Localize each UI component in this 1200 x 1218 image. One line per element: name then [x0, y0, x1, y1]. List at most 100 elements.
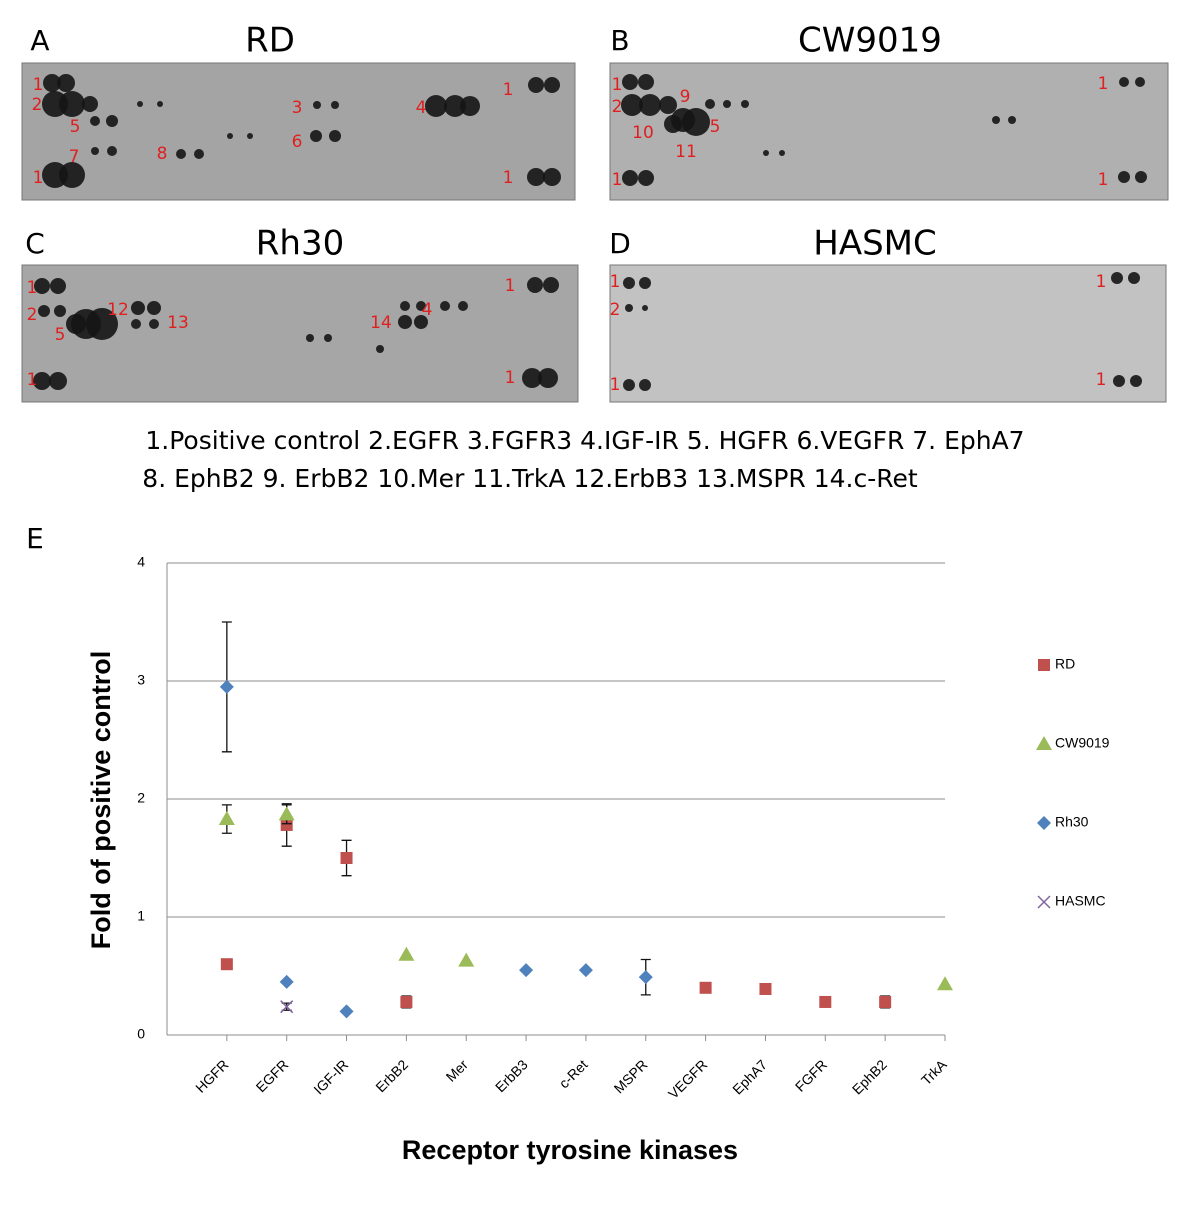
blot-spot	[763, 150, 769, 156]
blot-spot	[313, 101, 321, 109]
spot-label: 4	[422, 300, 433, 320]
panel-title: HASMC	[813, 224, 936, 264]
blot-image	[21, 62, 576, 201]
spot-label: 2	[27, 305, 38, 325]
marker	[340, 852, 353, 864]
blot-spot	[528, 77, 544, 93]
legend-marker	[1037, 895, 1051, 909]
x-tick-label: c-Ret	[556, 1056, 591, 1091]
x-tick-label: ErbB3	[492, 1056, 531, 1095]
blot-spot	[425, 95, 447, 117]
marker	[879, 995, 892, 1008]
blot-spot	[1135, 171, 1147, 183]
blot-spot	[416, 301, 426, 311]
spot-label: 4	[416, 98, 427, 118]
spot-label: 5	[70, 117, 81, 137]
blot-spot	[66, 314, 86, 334]
blot-spot	[59, 91, 85, 117]
blot-spot	[106, 115, 118, 127]
spot-label: 8	[157, 144, 168, 164]
y-tick-label: 0	[137, 1026, 145, 1042]
spot-label: 2	[610, 300, 621, 320]
spot-label: 2	[32, 95, 43, 115]
blot-spot	[458, 301, 468, 311]
panel-letter: C	[25, 227, 45, 260]
blot-spot	[527, 277, 543, 293]
panel-title: RD	[245, 21, 295, 61]
blot-spot	[131, 319, 141, 329]
blot-image	[609, 264, 1167, 403]
blot-spot	[1111, 272, 1123, 284]
marker	[699, 981, 712, 994]
blot-spot	[723, 100, 731, 108]
blot-spot	[1130, 375, 1142, 387]
spot-label: 6	[292, 132, 303, 152]
x-tick-label: TrkA	[918, 1056, 950, 1088]
panel-letter: B	[610, 24, 629, 57]
blot-spot	[622, 170, 638, 186]
blot-spot	[779, 150, 785, 156]
blot-spot	[543, 277, 559, 293]
marker	[638, 970, 653, 985]
blot-spot	[86, 308, 118, 340]
blot-spot	[543, 168, 561, 186]
blot-spot	[538, 368, 558, 388]
marker	[220, 958, 233, 971]
spot-label: 1	[612, 170, 623, 190]
blot-spot	[544, 77, 560, 93]
x-tick-label: Mer	[443, 1056, 472, 1085]
spot-label: 13	[167, 313, 189, 333]
blot-spot	[625, 304, 633, 312]
blot-spot	[43, 74, 61, 92]
spot-label: 1	[27, 370, 38, 390]
blot-spot	[1118, 171, 1130, 183]
x-tick-label: EphA7	[729, 1056, 770, 1097]
spot-label: 1	[1096, 370, 1107, 390]
blot-spot	[306, 334, 314, 342]
blot-spot	[176, 149, 186, 159]
x-tick-label: EGFR	[253, 1056, 292, 1095]
spot-label: 3	[292, 98, 303, 118]
spot-label: 1	[505, 276, 516, 296]
panel-letter: E	[26, 522, 44, 555]
blot-spot	[638, 74, 654, 90]
blot-spot	[621, 94, 643, 116]
spot-label: 14	[370, 313, 392, 333]
spot-label: 10	[632, 123, 654, 143]
spot-label: 1	[610, 272, 621, 292]
marker	[219, 679, 234, 694]
blot-spot	[398, 315, 412, 329]
marker	[278, 806, 295, 821]
marker	[339, 1004, 354, 1019]
marker	[819, 995, 832, 1008]
spot-label: 1	[33, 168, 44, 188]
spot-label: 1	[1098, 74, 1109, 94]
legend-marker	[1038, 659, 1050, 671]
blot-spot	[107, 146, 117, 156]
legend-label: HASMC	[1055, 893, 1106, 909]
spot-label: 1	[505, 368, 516, 388]
blot-spot	[705, 99, 715, 109]
blot-spot	[131, 301, 145, 315]
blot-spot	[642, 305, 648, 311]
blot-spot	[82, 96, 98, 112]
blot-spot	[50, 278, 66, 294]
x-tick-label: VEGFR	[665, 1056, 710, 1101]
y-tick-label: 1	[137, 908, 145, 924]
spot-label: 1	[503, 80, 514, 100]
panel-title: CW9019	[798, 21, 942, 61]
blot-spot	[331, 101, 339, 109]
blot-spot	[227, 133, 233, 139]
blot-spot	[659, 96, 677, 114]
blot-spot	[1135, 77, 1145, 87]
marker	[458, 952, 475, 967]
x-tick-label: MSPR	[611, 1056, 651, 1096]
blot-spot	[247, 133, 253, 139]
spot-label: 1	[610, 375, 621, 395]
blot-spot	[49, 372, 67, 390]
blot-spot	[91, 147, 99, 155]
marker	[280, 1000, 294, 1014]
legend-marker	[1036, 736, 1052, 750]
blot-spot	[527, 168, 545, 186]
